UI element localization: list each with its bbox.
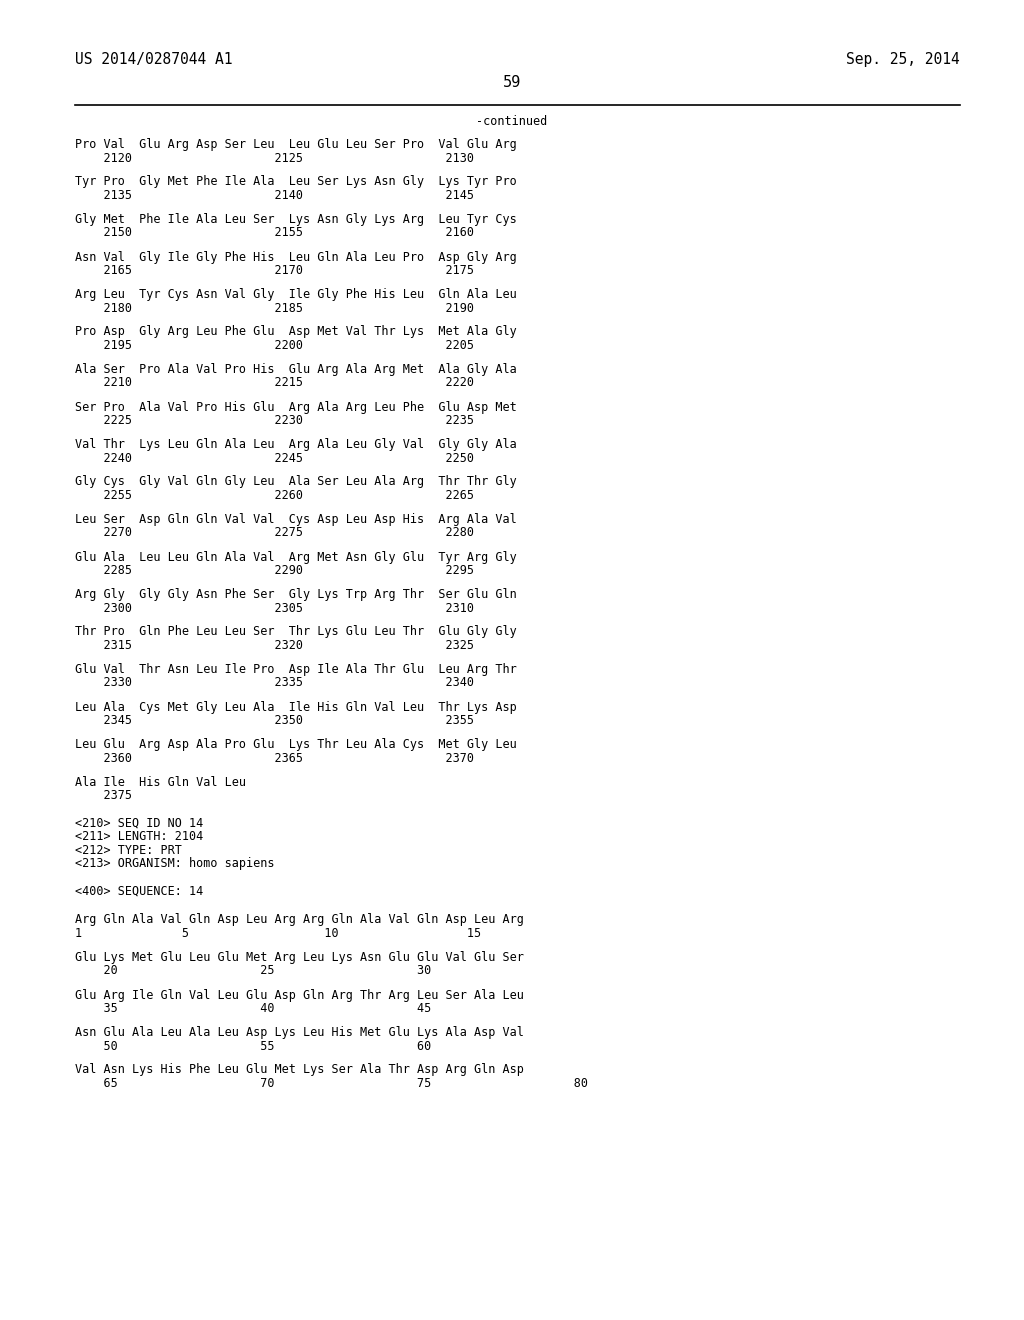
Text: 2180                    2185                    2190: 2180 2185 2190 (75, 301, 474, 314)
Text: 59: 59 (503, 75, 521, 90)
Text: <210> SEQ ID NO 14: <210> SEQ ID NO 14 (75, 817, 203, 830)
Text: 2195                    2200                    2205: 2195 2200 2205 (75, 339, 474, 352)
Text: Arg Leu  Tyr Cys Asn Val Gly  Ile Gly Phe His Leu  Gln Ala Leu: Arg Leu Tyr Cys Asn Val Gly Ile Gly Phe … (75, 288, 517, 301)
Text: 2120                    2125                    2130: 2120 2125 2130 (75, 152, 474, 165)
Text: Ala Ser  Pro Ala Val Pro His  Glu Arg Ala Arg Met  Ala Gly Ala: Ala Ser Pro Ala Val Pro His Glu Arg Ala … (75, 363, 517, 376)
Text: <211> LENGTH: 2104: <211> LENGTH: 2104 (75, 830, 203, 843)
Text: Sep. 25, 2014: Sep. 25, 2014 (846, 51, 961, 67)
Text: Leu Glu  Arg Asp Ala Pro Glu  Lys Thr Leu Ala Cys  Met Gly Leu: Leu Glu Arg Asp Ala Pro Glu Lys Thr Leu … (75, 738, 517, 751)
Text: <213> ORGANISM: homo sapiens: <213> ORGANISM: homo sapiens (75, 858, 274, 870)
Text: Ser Pro  Ala Val Pro His Glu  Arg Ala Arg Leu Phe  Glu Asp Met: Ser Pro Ala Val Pro His Glu Arg Ala Arg … (75, 400, 517, 413)
Text: Glu Val  Thr Asn Leu Ile Pro  Asp Ile Ala Thr Glu  Leu Arg Thr: Glu Val Thr Asn Leu Ile Pro Asp Ile Ala … (75, 663, 517, 676)
Text: 35                    40                    45: 35 40 45 (75, 1002, 431, 1015)
Text: <400> SEQUENCE: 14: <400> SEQUENCE: 14 (75, 884, 203, 898)
Text: 2150                    2155                    2160: 2150 2155 2160 (75, 227, 474, 239)
Text: 2285                    2290                    2295: 2285 2290 2295 (75, 564, 474, 577)
Text: Leu Ala  Cys Met Gly Leu Ala  Ile His Gln Val Leu  Thr Lys Asp: Leu Ala Cys Met Gly Leu Ala Ile His Gln … (75, 701, 517, 714)
Text: 2270                    2275                    2280: 2270 2275 2280 (75, 527, 474, 540)
Text: 2330                    2335                    2340: 2330 2335 2340 (75, 676, 474, 689)
Text: Pro Val  Glu Arg Asp Ser Leu  Leu Glu Leu Ser Pro  Val Glu Arg: Pro Val Glu Arg Asp Ser Leu Leu Glu Leu … (75, 139, 517, 150)
Text: Arg Gly  Gly Gly Asn Phe Ser  Gly Lys Trp Arg Thr  Ser Glu Gln: Arg Gly Gly Gly Asn Phe Ser Gly Lys Trp … (75, 587, 517, 601)
Text: Gly Met  Phe Ile Ala Leu Ser  Lys Asn Gly Lys Arg  Leu Tyr Cys: Gly Met Phe Ile Ala Leu Ser Lys Asn Gly … (75, 213, 517, 226)
Text: 2315                    2320                    2325: 2315 2320 2325 (75, 639, 474, 652)
Text: 50                    55                    60: 50 55 60 (75, 1040, 431, 1052)
Text: 2135                    2140                    2145: 2135 2140 2145 (75, 189, 474, 202)
Text: 2345                    2350                    2355: 2345 2350 2355 (75, 714, 474, 727)
Text: Ala Ile  His Gln Val Leu: Ala Ile His Gln Val Leu (75, 776, 246, 788)
Text: US 2014/0287044 A1: US 2014/0287044 A1 (75, 51, 232, 67)
Text: 2300                    2305                    2310: 2300 2305 2310 (75, 602, 474, 615)
Text: 2255                    2260                    2265: 2255 2260 2265 (75, 488, 474, 502)
Text: 2210                    2215                    2220: 2210 2215 2220 (75, 376, 474, 389)
Text: 65                    70                    75                    80: 65 70 75 80 (75, 1077, 588, 1090)
Text: Tyr Pro  Gly Met Phe Ile Ala  Leu Ser Lys Asn Gly  Lys Tyr Pro: Tyr Pro Gly Met Phe Ile Ala Leu Ser Lys … (75, 176, 517, 189)
Text: Asn Glu Ala Leu Ala Leu Asp Lys Leu His Met Glu Lys Ala Asp Val: Asn Glu Ala Leu Ala Leu Asp Lys Leu His … (75, 1026, 524, 1039)
Text: Asn Val  Gly Ile Gly Phe His  Leu Gln Ala Leu Pro  Asp Gly Arg: Asn Val Gly Ile Gly Phe His Leu Gln Ala … (75, 251, 517, 264)
Text: Thr Pro  Gln Phe Leu Leu Ser  Thr Lys Glu Leu Thr  Glu Gly Gly: Thr Pro Gln Phe Leu Leu Ser Thr Lys Glu … (75, 626, 517, 639)
Text: Glu Ala  Leu Leu Gln Ala Val  Arg Met Asn Gly Glu  Tyr Arg Gly: Glu Ala Leu Leu Gln Ala Val Arg Met Asn … (75, 550, 517, 564)
Text: 2360                    2365                    2370: 2360 2365 2370 (75, 751, 474, 764)
Text: Val Thr  Lys Leu Gln Ala Leu  Arg Ala Leu Gly Val  Gly Gly Ala: Val Thr Lys Leu Gln Ala Leu Arg Ala Leu … (75, 438, 517, 451)
Text: Leu Ser  Asp Gln Gln Val Val  Cys Asp Leu Asp His  Arg Ala Val: Leu Ser Asp Gln Gln Val Val Cys Asp Leu … (75, 513, 517, 525)
Text: Arg Gln Ala Val Gln Asp Leu Arg Arg Gln Ala Val Gln Asp Leu Arg: Arg Gln Ala Val Gln Asp Leu Arg Arg Gln … (75, 913, 524, 927)
Text: -continued: -continued (476, 115, 548, 128)
Text: 20                    25                    30: 20 25 30 (75, 965, 431, 978)
Text: 1              5                   10                  15: 1 5 10 15 (75, 927, 481, 940)
Text: 2165                    2170                    2175: 2165 2170 2175 (75, 264, 474, 277)
Text: 2375: 2375 (75, 789, 132, 803)
Text: Val Asn Lys His Phe Leu Glu Met Lys Ser Ala Thr Asp Arg Gln Asp: Val Asn Lys His Phe Leu Glu Met Lys Ser … (75, 1064, 524, 1077)
Text: <212> TYPE: PRT: <212> TYPE: PRT (75, 843, 182, 857)
Text: 2225                    2230                    2235: 2225 2230 2235 (75, 414, 474, 426)
Text: 2240                    2245                    2250: 2240 2245 2250 (75, 451, 474, 465)
Text: Gly Cys  Gly Val Gln Gly Leu  Ala Ser Leu Ala Arg  Thr Thr Gly: Gly Cys Gly Val Gln Gly Leu Ala Ser Leu … (75, 475, 517, 488)
Text: Glu Lys Met Glu Leu Glu Met Arg Leu Lys Asn Glu Glu Val Glu Ser: Glu Lys Met Glu Leu Glu Met Arg Leu Lys … (75, 950, 524, 964)
Text: Glu Arg Ile Gln Val Leu Glu Asp Gln Arg Thr Arg Leu Ser Ala Leu: Glu Arg Ile Gln Val Leu Glu Asp Gln Arg … (75, 989, 524, 1002)
Text: Pro Asp  Gly Arg Leu Phe Glu  Asp Met Val Thr Lys  Met Ala Gly: Pro Asp Gly Arg Leu Phe Glu Asp Met Val … (75, 326, 517, 338)
